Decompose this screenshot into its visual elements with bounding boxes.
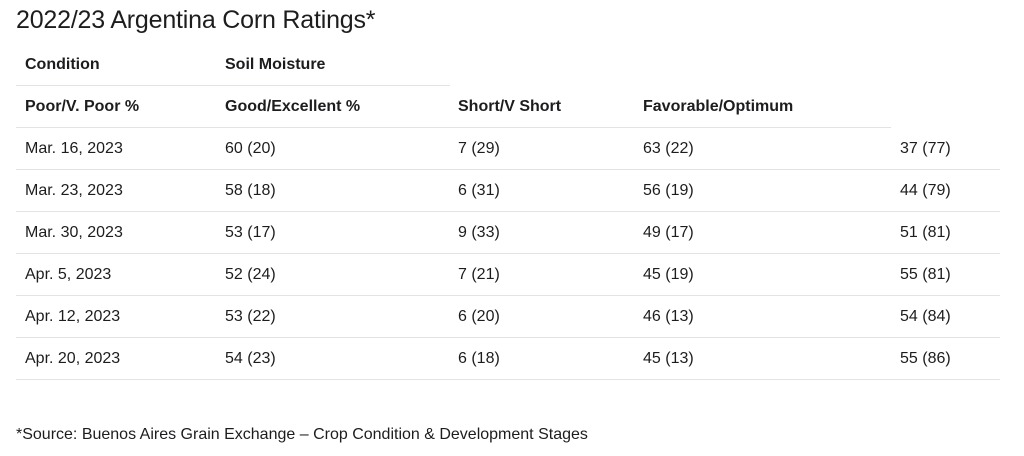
row-date: Mar. 16, 2023 <box>25 140 123 157</box>
header-row-2: Poor/V. Poor % Good/Excellent % Short/V … <box>16 86 1000 128</box>
row-value: 6 (20) <box>458 308 500 325</box>
row-value: 45 (19) <box>643 266 694 283</box>
row-value: 6 (18) <box>458 350 500 367</box>
source-footnote: *Source: Buenos Aires Grain Exchange – C… <box>16 426 588 443</box>
header-favorable-optimum: Favorable/Optimum <box>643 98 794 115</box>
corn-ratings-table: Condition Soil Moisture Poor/V. Poor % G… <box>16 44 1000 380</box>
row-value: 54 (23) <box>225 350 276 367</box>
table-row: Apr. 12, 2023 53 (22) 6 (20) 46 (13) 54 … <box>16 296 1000 338</box>
row-date: Mar. 30, 2023 <box>25 224 123 241</box>
header-good-excellent: Good/Excellent % <box>225 98 361 115</box>
row-value: 60 (20) <box>225 140 276 157</box>
header-row-2-divider <box>16 127 891 128</box>
row-value: 7 (29) <box>458 140 500 157</box>
row-value: 54 (84) <box>900 308 951 325</box>
row-value: 6 (31) <box>458 182 500 199</box>
table-row: Apr. 5, 2023 52 (24) 7 (21) 45 (19) 55 (… <box>16 254 1000 296</box>
header-row-1: Condition Soil Moisture <box>16 44 1000 86</box>
row-value: 37 (77) <box>900 140 951 157</box>
row-value: 55 (86) <box>900 350 951 367</box>
header-short-vshort: Short/V Short <box>458 98 562 115</box>
row-date: Mar. 23, 2023 <box>25 182 123 199</box>
row-value: 52 (24) <box>225 266 276 283</box>
row-value: 51 (81) <box>900 224 951 241</box>
row-value: 44 (79) <box>900 182 951 199</box>
row-value: 53 (22) <box>225 308 276 325</box>
row-value: 46 (13) <box>643 308 694 325</box>
table-row: Apr. 20, 2023 54 (23) 6 (18) 45 (13) 55 … <box>16 338 1000 380</box>
header-soil-moisture: Soil Moisture <box>225 56 326 73</box>
table-row: Mar. 30, 2023 53 (17) 9 (33) 49 (17) 51 … <box>16 212 1000 254</box>
header-row-1-divider <box>16 85 450 86</box>
table-row: Mar. 16, 2023 60 (20) 7 (29) 63 (22) 37 … <box>16 128 1000 170</box>
header-condition: Condition <box>25 56 100 73</box>
page-title: 2022/23 Argentina Corn Ratings* <box>16 6 376 34</box>
row-value: 9 (33) <box>458 224 500 241</box>
row-date: Apr. 12, 2023 <box>25 308 121 325</box>
row-value: 58 (18) <box>225 182 276 199</box>
table-row: Mar. 23, 2023 58 (18) 6 (31) 56 (19) 44 … <box>16 170 1000 212</box>
row-date: Apr. 20, 2023 <box>25 350 121 367</box>
row-value: 56 (19) <box>643 182 694 199</box>
row-value: 49 (17) <box>643 224 694 241</box>
row-value: 55 (81) <box>900 266 951 283</box>
row-value: 45 (13) <box>643 350 694 367</box>
header-poor-vpoor: Poor/V. Poor % <box>25 98 140 115</box>
row-value: 53 (17) <box>225 224 276 241</box>
row-value: 63 (22) <box>643 140 694 157</box>
row-date: Apr. 5, 2023 <box>25 266 112 283</box>
row-value: 7 (21) <box>458 266 500 283</box>
